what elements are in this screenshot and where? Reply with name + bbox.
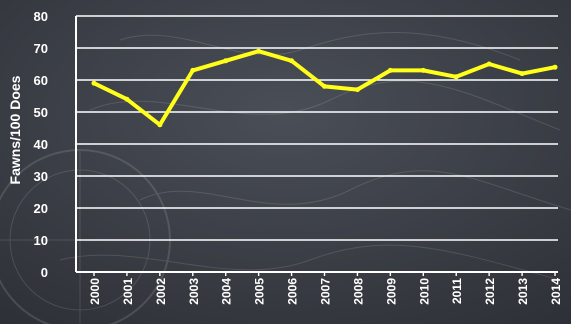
x-tick-label: 2009 xyxy=(384,278,398,305)
data-point xyxy=(289,58,295,64)
y-axis: 0 10 20 30 40 50 60 70 80 xyxy=(34,9,77,280)
x-tick-label: 2014 xyxy=(549,278,563,305)
y-axis-label: Fawns/100 Does xyxy=(7,75,23,184)
y-tick-label: 0 xyxy=(41,265,48,280)
data-point xyxy=(387,67,393,73)
x-tick-label: 2003 xyxy=(187,278,201,305)
x-tick-label: 2000 xyxy=(88,278,102,305)
y-tick-label: 40 xyxy=(34,137,48,152)
data-point xyxy=(420,67,426,73)
x-tick-label: 2011 xyxy=(450,278,464,304)
data-point xyxy=(453,74,459,80)
y-tick-label: 70 xyxy=(34,41,48,56)
x-tick-label: 2006 xyxy=(286,278,300,305)
data-point xyxy=(223,58,229,64)
data-point xyxy=(486,61,492,67)
x-tick-label: 2012 xyxy=(483,278,497,305)
y-tick-label: 30 xyxy=(34,169,48,184)
y-tick-label: 20 xyxy=(34,201,48,216)
x-tick-label: 2005 xyxy=(253,278,267,305)
data-point xyxy=(256,48,262,54)
x-tick-label: 2013 xyxy=(516,278,530,305)
x-tick-label: 2007 xyxy=(319,278,333,305)
x-axis: 2000 2001 2002 2003 2004 2005 2006 2007 2008 2009… xyxy=(88,272,563,305)
data-point xyxy=(552,64,558,70)
data-point xyxy=(354,87,360,93)
y-tick-label: 50 xyxy=(34,105,48,120)
data-point xyxy=(519,71,525,77)
x-tick-label: 2004 xyxy=(220,278,234,305)
y-tick-label: 10 xyxy=(34,233,48,248)
y-tick-label: 60 xyxy=(34,73,48,88)
background-decoration xyxy=(0,32,571,324)
y-tick-label: 80 xyxy=(34,9,48,24)
data-point xyxy=(322,83,327,89)
data-series xyxy=(91,48,558,128)
data-point xyxy=(91,80,97,86)
data-point xyxy=(157,122,163,128)
data-point xyxy=(124,96,130,102)
x-tick-label: 2008 xyxy=(351,278,365,305)
x-tick-label: 2001 xyxy=(121,278,135,305)
data-point xyxy=(190,67,196,73)
x-tick-label: 2010 xyxy=(417,278,431,305)
x-tick-label: 2002 xyxy=(154,278,168,305)
